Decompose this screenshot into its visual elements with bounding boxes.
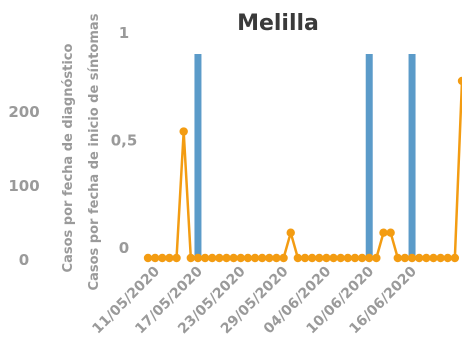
line-point bbox=[372, 253, 381, 263]
line-point bbox=[158, 253, 167, 263]
line-point bbox=[179, 127, 188, 136]
line-point bbox=[293, 253, 303, 263]
line-point bbox=[386, 228, 395, 237]
line-point bbox=[307, 253, 317, 263]
line-point bbox=[422, 253, 431, 263]
line-point bbox=[400, 253, 410, 263]
line-point bbox=[315, 253, 324, 263]
line-point bbox=[436, 253, 445, 263]
line-point bbox=[443, 253, 452, 263]
line-point bbox=[357, 253, 367, 263]
line-point bbox=[429, 253, 438, 263]
line-series bbox=[143, 76, 462, 263]
line-point bbox=[193, 253, 203, 263]
line-point bbox=[379, 228, 388, 237]
line-point bbox=[272, 253, 281, 263]
bar bbox=[194, 54, 202, 258]
line-point bbox=[336, 253, 345, 263]
line-point bbox=[250, 253, 260, 263]
line-point bbox=[286, 228, 295, 237]
line-point bbox=[143, 253, 153, 263]
line-point bbox=[222, 253, 231, 263]
chart-title: Melilla bbox=[237, 11, 319, 36]
right-tick-label: 0 bbox=[119, 239, 129, 257]
line-point bbox=[257, 253, 267, 263]
line-point bbox=[350, 253, 360, 263]
bar-series bbox=[194, 54, 416, 258]
left-tick-label: 100 bbox=[8, 177, 39, 195]
line-point bbox=[300, 253, 310, 263]
line-point bbox=[329, 253, 338, 263]
left-axis-label: Casos por fecha de diagnóstico bbox=[61, 43, 76, 272]
line-point bbox=[150, 253, 160, 263]
right-axis-label: Casos por fecha de inicio de síntomas bbox=[87, 13, 102, 290]
line-point bbox=[265, 253, 274, 263]
line-point bbox=[243, 253, 253, 263]
bar bbox=[365, 54, 373, 258]
right-tick-label: 0,5 bbox=[111, 132, 138, 150]
line-point bbox=[165, 253, 174, 263]
line-point bbox=[186, 253, 196, 263]
right-tick-label: 1 bbox=[119, 24, 129, 42]
line-point bbox=[457, 76, 462, 86]
line-point bbox=[322, 253, 331, 263]
line-point bbox=[215, 253, 224, 263]
bar bbox=[408, 54, 416, 258]
x-axis-ticks: 11/05/202017/05/202023/05/202029/05/2020… bbox=[89, 263, 420, 337]
line-point bbox=[343, 253, 353, 263]
left-tick-label: 0 bbox=[19, 251, 29, 269]
line-point bbox=[236, 253, 245, 263]
line-point bbox=[200, 253, 210, 263]
left-axis-ticks: 0 100 200 bbox=[8, 103, 39, 269]
line-point bbox=[365, 253, 374, 263]
line-point bbox=[414, 253, 424, 263]
line-point bbox=[229, 253, 238, 263]
left-tick-label: 200 bbox=[8, 103, 39, 121]
line-point bbox=[407, 253, 417, 263]
line-point bbox=[393, 253, 402, 263]
line-point bbox=[450, 253, 460, 263]
line-point bbox=[279, 253, 288, 263]
right-axis-ticks: 00,51 bbox=[111, 24, 138, 257]
line-point bbox=[172, 253, 181, 263]
line-point bbox=[208, 253, 217, 263]
